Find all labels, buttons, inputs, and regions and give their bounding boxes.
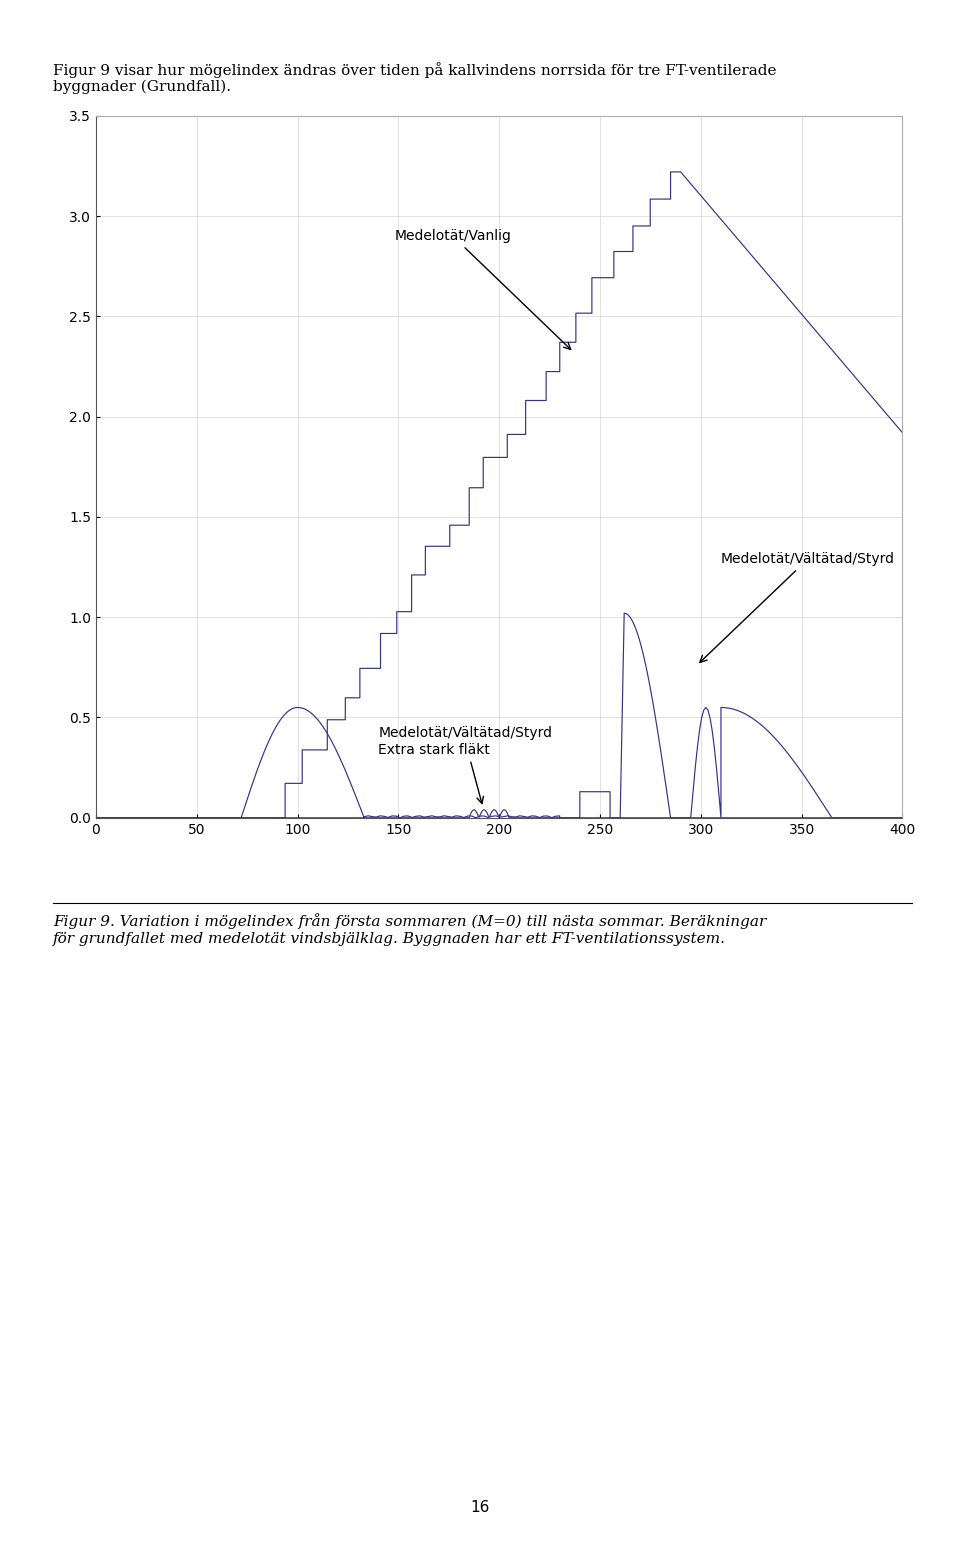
Text: Medelotät/Vanlig: Medelotät/Vanlig [395, 228, 570, 349]
Text: 16: 16 [470, 1500, 490, 1515]
Text: Figur 9. Variation i mögelindex från första sommaren (M=0) till nästa sommar. Be: Figur 9. Variation i mögelindex från för… [53, 913, 766, 946]
Text: Medelotät/Vältätad/Styrd
Extra stark fläkt: Medelotät/Vältätad/Styrd Extra stark flä… [378, 727, 552, 804]
Text: Figur 9 visar hur mögelindex ändras över tiden på kallvindens norrsida för tre F: Figur 9 visar hur mögelindex ändras över… [53, 62, 777, 94]
Text: Medelotät/Vältätad/Styrd: Medelotät/Vältätad/Styrd [700, 552, 895, 662]
